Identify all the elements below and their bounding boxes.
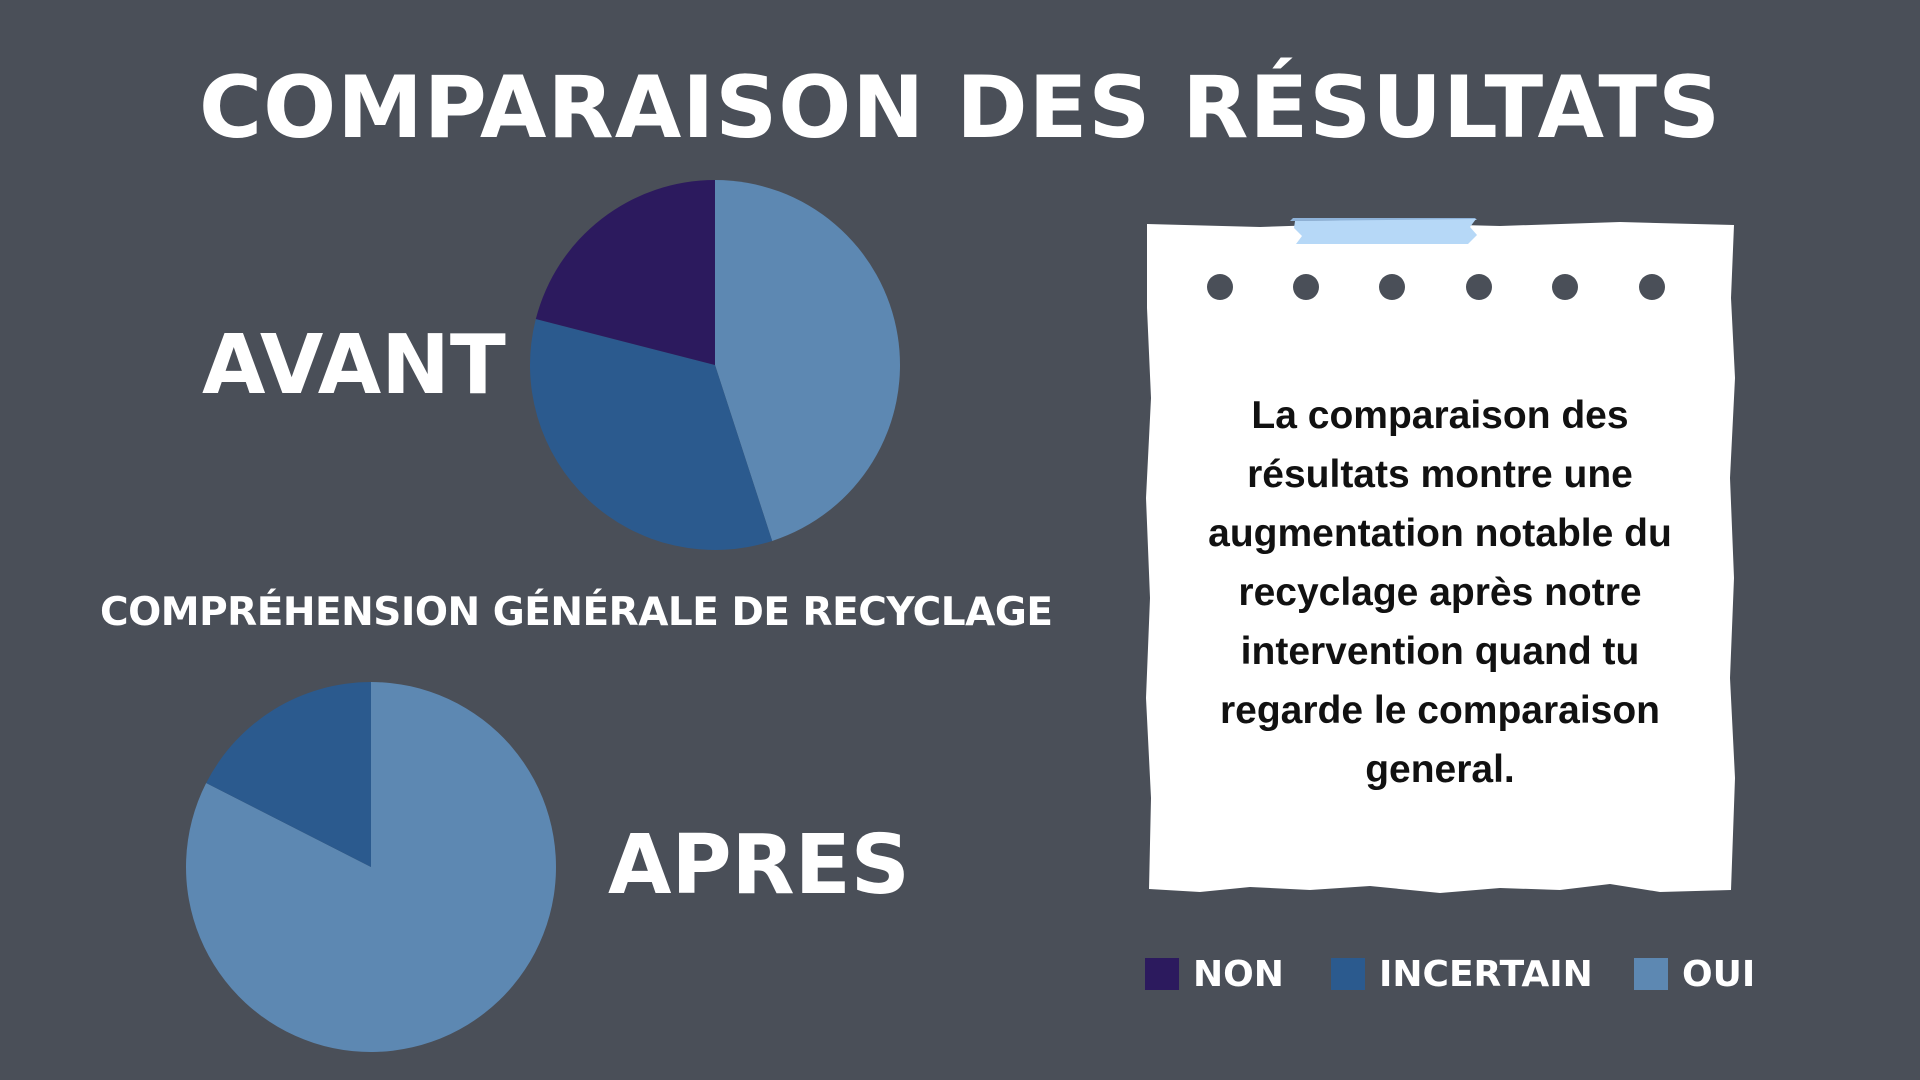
binder-hole: [1552, 274, 1578, 300]
chart-legend: NON INCERTAIN OUI: [1145, 950, 1785, 998]
chart-subtitle: COMPRÉHENSION GÉNÉRALE DE RECYCLAGE: [100, 590, 1053, 635]
binder-hole: [1639, 274, 1665, 300]
pie-label-avant: AVANT: [202, 318, 506, 413]
page-title: COMPARAISON DES RÉSULTATS: [198, 58, 1722, 158]
pie-chart-apres: [185, 682, 556, 1052]
tape-strip-bottom: [1294, 219, 1477, 244]
note-paper: [1146, 218, 1735, 893]
legend-swatch-non: [1145, 958, 1179, 990]
note-card: La comparaison des résultats montre une …: [1140, 218, 1740, 898]
binder-holes: [1207, 274, 1665, 300]
note-paper-sheet: [1146, 222, 1735, 893]
legend-swatch-incertain: [1331, 958, 1365, 990]
legend-item-incertain: INCERTAIN: [1331, 950, 1593, 998]
pie-slice-non: [535, 180, 715, 365]
legend-item-oui: OUI: [1634, 950, 1755, 998]
pie-label-apres: APRES: [608, 818, 910, 913]
legend-label-oui: OUI: [1682, 953, 1756, 995]
pie-slice-oui: [185, 682, 556, 1052]
legend-label-incertain: INCERTAIN: [1379, 953, 1593, 995]
binder-hole: [1379, 274, 1405, 300]
pie-slice-oui: [715, 180, 900, 541]
legend-swatch-oui: [1634, 958, 1668, 990]
binder-hole: [1293, 274, 1319, 300]
pie-slice-incertain: [206, 682, 371, 867]
binder-hole: [1466, 274, 1492, 300]
legend-label-non: NON: [1193, 953, 1284, 995]
pie-chart-avant: [530, 180, 900, 550]
note-text: La comparaison des résultats montre une …: [1208, 394, 1672, 791]
pie-slice-incertain: [530, 318, 773, 550]
legend-item-non: NON: [1145, 950, 1284, 998]
binder-hole: [1207, 274, 1233, 300]
